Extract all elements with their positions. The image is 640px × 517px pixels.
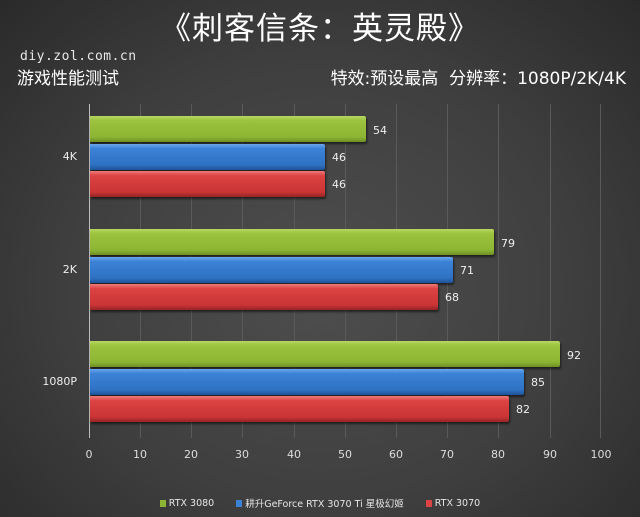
- value-label: 92: [567, 349, 581, 362]
- value-label: 68: [445, 291, 459, 304]
- gridline: [550, 104, 551, 438]
- test-settings: 特效:预设最高 分辨率：1080P/2K/4K: [330, 69, 626, 89]
- plot-area: [89, 104, 601, 438]
- value-label: 85: [531, 376, 545, 389]
- legend-swatch-blue: [236, 499, 243, 507]
- value-label: 79: [501, 237, 515, 250]
- bar-1080p-rtx3070: [90, 396, 509, 422]
- legend-label: RTX 3070: [434, 497, 481, 509]
- category-label-4k: 4K: [62, 150, 77, 163]
- x-tick: 30: [235, 448, 249, 461]
- legend-item-rtx3070ti[interactable]: 耕升GeForce RTX 3070 Ti 星极幻姬: [236, 496, 404, 510]
- x-tick: 60: [389, 448, 403, 461]
- value-label: 54: [373, 124, 387, 137]
- x-tick: 0: [85, 448, 93, 461]
- x-tick: 20: [184, 448, 198, 461]
- chart-title: 《刺客信条：英灵殿》: [160, 11, 480, 47]
- bar-1080p-rtx3070ti: [90, 369, 524, 395]
- legend-label: RTX 3080: [168, 497, 215, 509]
- bar-2k-rtx3070: [90, 284, 438, 310]
- legend: RTX 3080 耕升GeForce RTX 3070 Ti 星极幻姬 RTX …: [0, 496, 640, 510]
- legend-swatch-green: [159, 499, 166, 507]
- gridline: [498, 104, 499, 438]
- bar-1080p-rtx3080: [90, 341, 560, 367]
- x-tick: 100: [590, 448, 612, 461]
- value-label: 46: [332, 178, 346, 191]
- x-tick: 80: [491, 448, 505, 461]
- chart-subtitle: 游戏性能测试: [17, 69, 119, 89]
- bar-4k-rtx3070: [90, 171, 325, 197]
- bar-4k-rtx3070ti: [90, 144, 325, 170]
- value-label: 46: [332, 151, 346, 164]
- legend-item-rtx3070[interactable]: RTX 3070: [425, 496, 481, 510]
- x-tick: 90: [543, 448, 557, 461]
- gridline: [600, 104, 601, 438]
- category-label-1080p: 1080P: [42, 375, 77, 388]
- x-tick: 50: [338, 448, 352, 461]
- site-watermark: diy.zol.com.cn: [20, 49, 137, 64]
- category-label-2k: 2K: [62, 263, 77, 276]
- x-tick: 40: [287, 448, 301, 461]
- bar-4k-rtx3080: [90, 116, 366, 142]
- x-tick: 70: [440, 448, 454, 461]
- bar-2k-rtx3070ti: [90, 257, 453, 283]
- y-axis-line: [89, 104, 90, 438]
- x-tick: 10: [133, 448, 147, 461]
- bar-2k-rtx3080: [90, 229, 494, 255]
- legend-label: 耕升GeForce RTX 3070 Ti 星极幻姬: [245, 499, 404, 510]
- value-label: 71: [460, 264, 474, 277]
- value-label: 82: [516, 403, 530, 416]
- legend-item-rtx3080[interactable]: RTX 3080: [159, 496, 215, 510]
- legend-swatch-red: [425, 499, 432, 507]
